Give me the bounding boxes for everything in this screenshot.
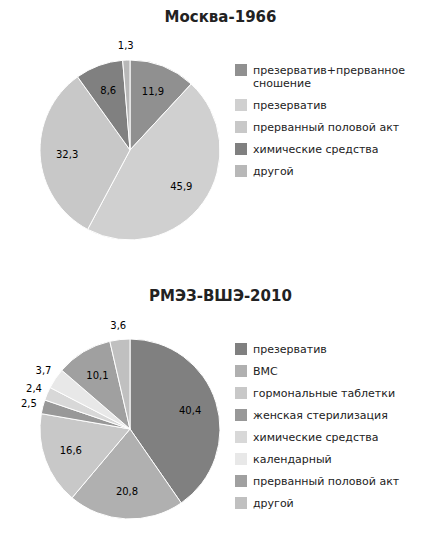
pie-slice [123, 60, 130, 150]
legend-label: ВМС [253, 365, 278, 378]
legend-swatch [235, 143, 247, 155]
legend-label: химические средства [253, 143, 379, 156]
legend-swatch [235, 497, 247, 509]
legend-label: другой [253, 165, 294, 178]
data-label: 32,3 [56, 149, 78, 160]
data-label: 16,6 [60, 445, 82, 456]
legend-swatch [235, 121, 247, 133]
legend: презерватив+прерванноесношение презервати… [235, 64, 405, 178]
data-label: 40,4 [179, 405, 201, 416]
pie-slice [110, 339, 130, 429]
data-label: 1,3 [118, 40, 134, 51]
legend-label: химические средства [253, 431, 379, 444]
pie-chart: РМЭЗ-ВШЭ-2010 40,4 20,8 16,6 2,5 2,4 3,7 10,1 3,… [21, 287, 400, 519]
chart-title: Москва-1966 [165, 8, 277, 26]
data-label: 3,7 [36, 365, 52, 376]
figure: Москва-1966 11,9 45,9 32,3 8,6 1,3 презерватив… [0, 0, 441, 558]
slices [40, 60, 220, 240]
legend-swatch [235, 431, 247, 443]
data-labels: 11,9 45,9 32,3 8,6 1,3 [56, 40, 192, 192]
data-label: 10,1 [86, 370, 108, 381]
legend-label: презерватив [253, 343, 327, 356]
legend-swatch [235, 64, 247, 76]
legend-swatch [235, 453, 247, 465]
legend-label: другой [253, 497, 294, 510]
data-label: 45,9 [170, 181, 192, 192]
slices [40, 339, 220, 519]
legend-label: презерватив [253, 99, 327, 112]
data-label: 2,5 [21, 398, 37, 409]
pie-slice [78, 60, 130, 150]
legend-label: презерватив+прерванноесношение [253, 64, 405, 90]
data-label: 2,4 [26, 383, 42, 394]
legend: презерватив ВМС гормональные таблетки женск… [235, 343, 400, 510]
legend-swatch [235, 409, 247, 421]
data-label: 3,6 [110, 320, 126, 331]
legend-swatch [235, 99, 247, 111]
legend-label: женская стерилизация [253, 409, 388, 422]
data-label: 8,6 [100, 85, 116, 96]
legend-swatch [235, 475, 247, 487]
legend-label: прерванный половой акт [253, 475, 400, 488]
legend-swatch [235, 365, 247, 377]
data-label: 20,8 [116, 486, 138, 497]
legend-label: гормональные таблетки [253, 387, 395, 400]
pie-chart: Москва-1966 11,9 45,9 32,3 8,6 1,3 презерватив… [40, 8, 405, 240]
legend-label: прерванный половой акт [253, 121, 400, 134]
legend-label: календарный [253, 453, 332, 466]
data-labels: 40,4 20,8 16,6 2,5 2,4 3,7 10,1 3,6 [21, 320, 201, 498]
data-label: 11,9 [142, 86, 164, 97]
legend-swatch [235, 343, 247, 355]
legend-swatch [235, 165, 247, 177]
legend-swatch [235, 387, 247, 399]
chart-title: РМЭЗ-ВШЭ-2010 [149, 287, 292, 305]
